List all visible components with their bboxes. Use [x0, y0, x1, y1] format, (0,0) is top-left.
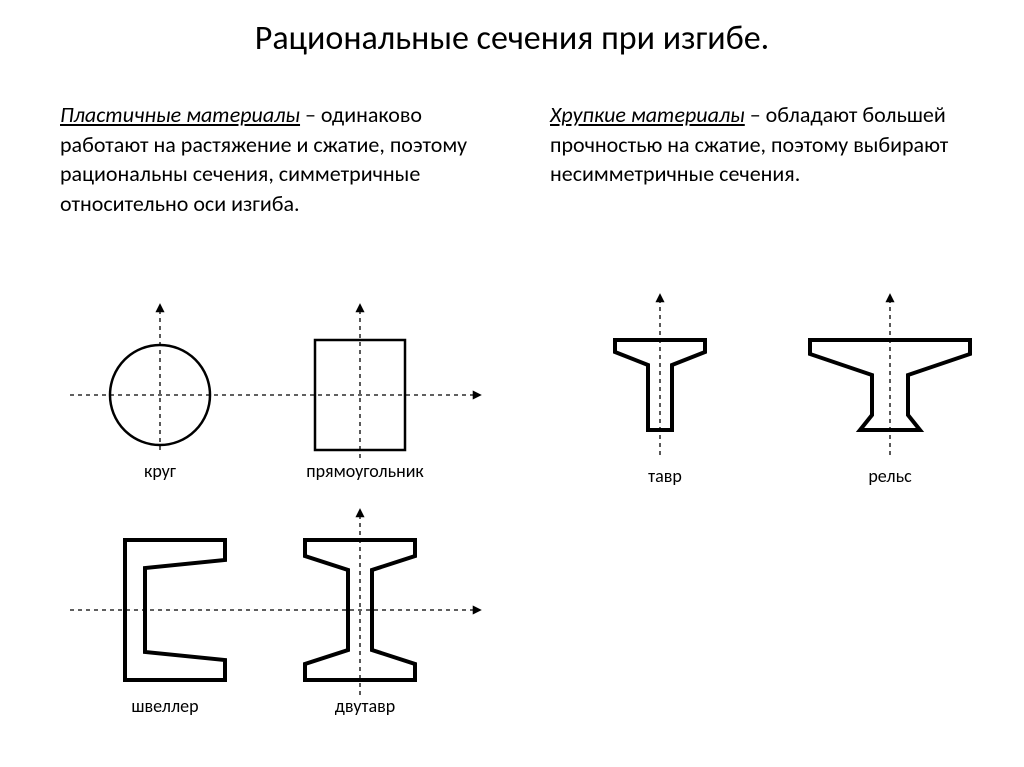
- caption-circle: круг: [120, 460, 200, 482]
- lead-plastic: Пластичные материалы: [60, 101, 300, 128]
- caption-tbeam: тавр: [625, 465, 705, 487]
- diagram-row1-left: [50, 290, 490, 465]
- caption-rail: рельс: [850, 465, 930, 487]
- para-brittle: Хрупкие материалы – обладают большей про…: [550, 100, 970, 189]
- page-title: Рациональные сечения при изгибе.: [0, 18, 1024, 59]
- rail-shape: [810, 340, 970, 430]
- tbeam-shape: [615, 340, 705, 430]
- caption-ibeam: двутавр: [315, 695, 415, 717]
- lead-brittle: Хрупкие материалы: [550, 101, 745, 128]
- diagram-rail: [780, 280, 1000, 470]
- para-plastic: Пластичные материалы – одинаково работаю…: [60, 100, 490, 219]
- caption-rect: прямоугольник: [290, 460, 440, 482]
- diagram-tbeam: [570, 280, 750, 470]
- diagram-row2-left: [50, 490, 490, 710]
- caption-channel: швеллер: [115, 695, 215, 717]
